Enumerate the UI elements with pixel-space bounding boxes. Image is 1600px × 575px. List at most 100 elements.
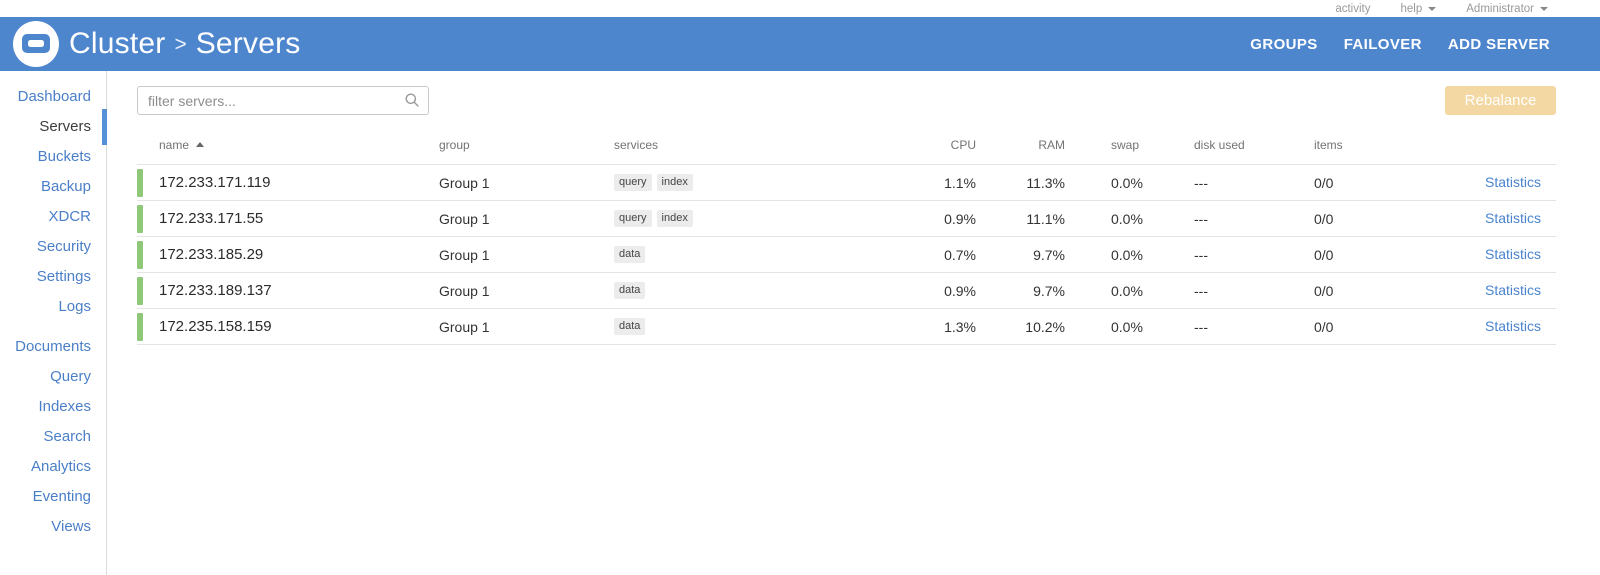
service-tag-query: query xyxy=(614,174,652,191)
sidebar-item-documents[interactable]: Documents xyxy=(15,338,91,355)
items-cell: 0/0 xyxy=(1314,282,1334,299)
topbar-help-menu[interactable]: help xyxy=(1401,3,1437,15)
breadcrumb-separator-icon: > xyxy=(174,33,187,56)
service-tag-index: index xyxy=(656,210,693,227)
service-tag-data: data xyxy=(614,318,646,335)
statistics-cell: Statistics xyxy=(1434,246,1556,264)
topbar-activity-link[interactable]: activity xyxy=(1335,3,1370,15)
group-cell: Group 1 xyxy=(439,210,490,227)
sidebar-item-settings[interactable]: Settings xyxy=(36,268,91,285)
topbar-user-label: Administrator xyxy=(1466,2,1534,15)
servers-toolbar: Rebalance xyxy=(137,86,1556,115)
sidebar-item-backup[interactable]: Backup xyxy=(40,178,91,195)
group-cell: Group 1 xyxy=(439,246,490,263)
swap-cell: 0.0% xyxy=(1111,282,1143,299)
statistics-cell: Statistics xyxy=(1434,174,1556,192)
topbar-user-menu[interactable]: Administrator xyxy=(1466,3,1548,15)
column-header-cpu: CPU xyxy=(950,137,976,152)
healthy-status-bar xyxy=(137,204,143,233)
services-cell: data xyxy=(614,282,938,299)
filter-wrap xyxy=(137,86,429,115)
sidebar-item-servers[interactable]: Servers xyxy=(0,109,107,145)
sidebar-secondary-group: Documents Query Indexes Search Analytics Even… xyxy=(0,332,106,542)
couchbase-logo-icon xyxy=(13,21,59,67)
statistics-link[interactable]: Statistics xyxy=(1484,281,1541,298)
column-header-label: name xyxy=(159,137,190,152)
sidebar-item-views[interactable]: Views xyxy=(51,518,91,535)
sidebar-item-buckets[interactable]: Buckets xyxy=(37,148,91,165)
swap-cell: 0.0% xyxy=(1111,246,1143,263)
services-cell: data xyxy=(614,318,938,335)
healthy-status-bar xyxy=(137,276,143,305)
groups-button[interactable]: GROUPS xyxy=(1250,35,1318,53)
server-name: 172.233.185.29 xyxy=(159,246,264,263)
column-header-name[interactable]: name xyxy=(159,138,439,152)
ram-cell: 11.1% xyxy=(1026,210,1065,227)
service-tag-index: index xyxy=(656,174,693,191)
sidebar-item-logs[interactable]: Logs xyxy=(58,298,91,315)
statistics-cell: Statistics xyxy=(1434,210,1556,228)
sidebar-item-search[interactable]: Search xyxy=(43,428,91,445)
topbar-activity-label: activity xyxy=(1335,2,1371,15)
service-tag-query: query xyxy=(614,210,652,227)
group-cell: Group 1 xyxy=(439,174,490,191)
cpu-cell: 0.9% xyxy=(944,282,976,299)
sidebar-item-analytics[interactable]: Analytics xyxy=(30,458,91,475)
swap-cell: 0.0% xyxy=(1111,318,1143,335)
services-cell: query index xyxy=(614,174,938,191)
server-row[interactable]: 172.233.189.137 Group 1 data 0.9% 9.7% 0.0% --… xyxy=(137,273,1556,309)
breadcrumb-cluster[interactable]: Cluster xyxy=(69,27,166,60)
column-header-items: items xyxy=(1314,137,1343,152)
header-actions: GROUPS FAILOVER ADD SERVER xyxy=(1224,36,1600,53)
sidebar-item-eventing[interactable]: Eventing xyxy=(32,488,91,505)
sidebar-item-dashboard[interactable]: Dashboard xyxy=(17,88,91,105)
ram-cell: 10.2% xyxy=(1025,318,1065,335)
server-name: 172.233.189.137 xyxy=(159,282,272,299)
failover-button[interactable]: FAILOVER xyxy=(1343,35,1422,53)
column-header-services: services xyxy=(614,137,659,152)
statistics-link[interactable]: Statistics xyxy=(1484,245,1541,262)
server-name: 172.235.158.159 xyxy=(159,318,272,335)
sidebar-primary-group: Dashboard Servers Buckets Backup XDCR Securit… xyxy=(0,82,107,322)
services-cell: query index xyxy=(614,210,938,227)
sidebar-item-security[interactable]: Security xyxy=(36,238,91,255)
disk-used-cell: --- xyxy=(1194,210,1208,227)
status-cell xyxy=(137,240,159,269)
column-header-group: group xyxy=(439,137,470,152)
sidebar-item-xdcr[interactable]: XDCR xyxy=(48,208,91,225)
server-name: 172.233.171.119 xyxy=(159,174,271,191)
cpu-cell: 0.9% xyxy=(944,210,976,227)
disk-used-cell: --- xyxy=(1194,174,1208,191)
main-layout: Dashboard Servers Buckets Backup XDCR Securit… xyxy=(0,71,1600,575)
statistics-link[interactable]: Statistics xyxy=(1484,317,1541,334)
column-header-swap: swap xyxy=(1111,137,1140,152)
group-cell: Group 1 xyxy=(439,282,490,299)
statistics-link[interactable]: Statistics xyxy=(1484,209,1541,226)
table-header: name group services CPU RAM swap disk used item… xyxy=(137,125,1556,165)
server-row[interactable]: 172.235.158.159 Group 1 data 1.3% 10.2% 0.0% -… xyxy=(137,309,1556,345)
filter-servers-input[interactable] xyxy=(137,86,429,115)
healthy-status-bar xyxy=(137,240,143,269)
service-tag-data: data xyxy=(614,282,646,299)
cpu-cell: 1.3% xyxy=(944,318,976,335)
servers-page: Rebalance name group services CPU RAM swap dis… xyxy=(107,71,1600,575)
topbar-help-label: help xyxy=(1400,2,1423,15)
ram-cell: 11.3% xyxy=(1026,174,1065,191)
server-row[interactable]: 172.233.185.29 Group 1 data 0.7% 9.7% 0.0% ---… xyxy=(137,237,1556,273)
healthy-status-bar xyxy=(137,312,143,341)
table-body: 172.233.171.119 Group 1 query index 1.1% 11.3… xyxy=(137,165,1556,345)
add-server-button[interactable]: ADD SERVER xyxy=(1447,35,1550,53)
sidebar-item-query[interactable]: Query xyxy=(50,368,91,385)
items-cell: 0/0 xyxy=(1314,174,1334,191)
server-row[interactable]: 172.233.171.119 Group 1 query index 1.1% 11.3… xyxy=(137,165,1556,201)
rebalance-button[interactable]: Rebalance xyxy=(1445,86,1556,115)
status-cell xyxy=(137,312,159,341)
ram-cell: 9.7% xyxy=(1033,246,1065,263)
sidebar-item-indexes[interactable]: Indexes xyxy=(38,398,91,415)
statistics-cell: Statistics xyxy=(1434,318,1556,336)
statistics-link[interactable]: Statistics xyxy=(1484,173,1541,190)
statistics-cell: Statistics xyxy=(1434,282,1556,300)
status-cell xyxy=(137,276,159,305)
server-row[interactable]: 172.233.171.55 Group 1 query index 0.9% 11.1%… xyxy=(137,201,1556,237)
items-cell: 0/0 xyxy=(1314,210,1334,227)
